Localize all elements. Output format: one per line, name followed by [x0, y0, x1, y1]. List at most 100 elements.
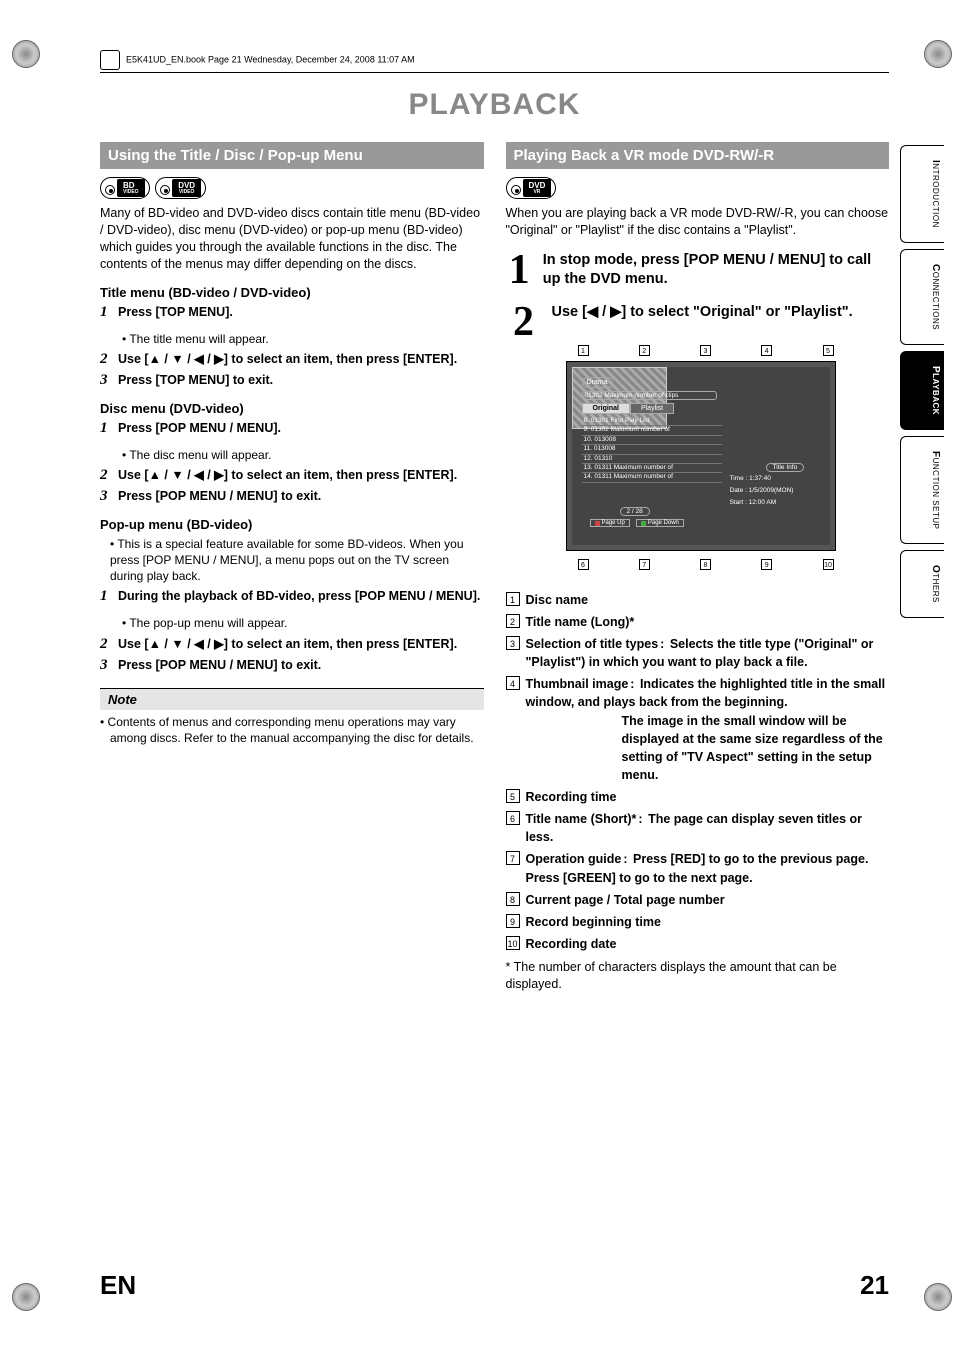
tv-list-item: 14. 01311 Maximum number of: [582, 473, 722, 482]
step-text: Press [TOP MENU].: [118, 304, 233, 321]
diagram-legend: 1 Disc name 2 Title name (Long)* 3 Selection …: [506, 591, 890, 953]
step-number: 2: [100, 467, 118, 484]
callout-5: 5: [823, 345, 834, 356]
tv-start: Start : 12:00 AM: [730, 499, 777, 506]
tv-list-item: 9. 01302 Maximum number of: [582, 426, 722, 435]
tv-list-item: 11. 013008: [582, 445, 722, 454]
tv-list-item: 12. 01310: [582, 455, 722, 464]
disc-type-badges: BDVIDEO DVDVIDEO: [100, 177, 484, 199]
tv-tabs: Original Playlist: [582, 403, 675, 415]
dvd-video-badge: DVDVIDEO: [155, 177, 206, 199]
step-text: During the playback of BD-video, press […: [118, 588, 480, 605]
note-title: Note: [100, 688, 484, 710]
step-bullet: The disc menu will appear.: [122, 447, 484, 463]
big-step-1: 1 In stop mode, press [POP MENU / MENU] …: [506, 249, 890, 291]
big-step-number: 2: [506, 301, 542, 343]
step-text: Press [POP MENU / MENU].: [118, 420, 281, 437]
page-footer: EN 21: [100, 1270, 889, 1301]
section-heading-right: Playing Back a VR mode DVD-RW/-R: [506, 142, 890, 169]
side-tab-function-setup: FUNCTION SETUP: [900, 436, 944, 544]
big-step-text: Use [◀ / ▶] to select "Original" or "Pla…: [552, 301, 853, 343]
step-number: 1: [100, 420, 118, 437]
legend-label: Recording date: [526, 937, 617, 951]
tv-title-info: Title Info: [766, 463, 805, 472]
legend-label: Disc name: [526, 593, 589, 607]
book-header-line: E5K41UD_EN.book Page 21 Wednesday, Decem…: [100, 50, 889, 73]
tv-page-up: Page Up: [590, 519, 630, 528]
legend-row: 5Recording time: [506, 788, 890, 806]
callout-1: 1: [578, 345, 589, 356]
legend-label: Operation guide: [526, 852, 622, 866]
legend-number: 9: [506, 914, 520, 928]
tv-date: Date : 1/5/2009(MON): [730, 487, 794, 494]
legend-number: 2: [506, 614, 520, 628]
tv-list-item: 13. 01311 Maximum number of: [582, 464, 722, 473]
subheading-disc-menu: Disc menu (DVD-video): [100, 401, 484, 416]
step-number: 3: [100, 657, 118, 674]
callout-8: 8: [700, 559, 711, 570]
bd-video-badge: BDVIDEO: [100, 177, 150, 199]
legend-number: 10: [506, 936, 520, 950]
callout-10: 10: [823, 559, 834, 570]
left-column: Using the Title / Disc / Pop-up Menu BDV…: [100, 142, 484, 993]
legend-row: 1 Disc name: [506, 591, 890, 609]
popup-intro-bullet: This is a special feature available for …: [110, 536, 484, 585]
tv-time: Time : 1:37:40: [730, 475, 771, 482]
dvd-vr-badge: DVDVR: [506, 177, 557, 199]
step-text: Press [POP MENU / MENU] to exit.: [118, 488, 321, 505]
registration-mark: [924, 1283, 952, 1311]
legend-number: 1: [506, 592, 520, 606]
big-step-number: 1: [506, 249, 533, 291]
legend-label: Title name (Long)*: [526, 615, 635, 629]
legend-number: 4: [506, 676, 520, 690]
legend-number: 7: [506, 851, 520, 865]
tv-page-buttons: Page Up Page Down: [590, 519, 684, 528]
tv-title-list: 8. 01301 First Play List 9. 01302 Maximu…: [582, 417, 722, 483]
tv-tab-original: Original: [582, 403, 630, 415]
subheading-title-menu: Title menu (BD-video / DVD-video): [100, 285, 484, 300]
step-number: 2: [100, 636, 118, 653]
side-tab-introduction: INTRODUCTION: [900, 145, 944, 243]
tv-tab-playlist: Playlist: [630, 403, 674, 415]
tv-list-item: 10. 013008: [582, 436, 722, 445]
legend-row: 3Selection of title types: Selects the t…: [506, 635, 890, 671]
tv-disc-name: Drama: [582, 377, 613, 389]
legend-label: Thumbnail image: [526, 677, 629, 691]
legend-row: 7Operation guide: Press [RED] to go to t…: [506, 850, 890, 886]
left-intro-paragraph: Many of BD-video and DVD-video discs con…: [100, 205, 484, 273]
disc-type-badges: DVDVR: [506, 177, 890, 199]
right-intro-paragraph: When you are playing back a VR mode DVD-…: [506, 205, 890, 239]
step-text: Use [▲ / ▼ / ◀ / ▶] to select an item, t…: [118, 351, 457, 368]
legend-number: 3: [506, 636, 520, 650]
step-text: Press [TOP MENU] to exit.: [118, 372, 273, 389]
registration-mark: [12, 40, 40, 68]
step-text: Use [▲ / ▼ / ◀ / ▶] to select an item, t…: [118, 636, 457, 653]
registration-mark: [924, 40, 952, 68]
legend-row: 8Current page / Total page number: [506, 891, 890, 909]
legend-label: Title name (Short)*: [526, 812, 637, 826]
legend-number: 6: [506, 811, 520, 825]
step-text: Use [▲ / ▼ / ◀ / ▶] to select an item, t…: [118, 467, 457, 484]
page-content: E5K41UD_EN.book Page 21 Wednesday, Decem…: [100, 50, 889, 1301]
callout-7: 7: [639, 559, 650, 570]
side-section-tabs: INTRODUCTIONCONNECTIONSPLAYBACKFUNCTION …: [900, 145, 944, 618]
legend-number: 5: [506, 789, 520, 803]
side-tab-connections: CONNECTIONS: [900, 249, 944, 345]
step-number: 3: [100, 488, 118, 505]
tv-page-down: Page Down: [636, 519, 684, 528]
right-column: Playing Back a VR mode DVD-RW/-R DVDVR W…: [506, 142, 890, 993]
step-number: 1: [100, 588, 118, 605]
big-step-2: 2 Use [◀ / ▶] to select "Original" or "P…: [506, 301, 890, 343]
footer-page-number: 21: [860, 1270, 889, 1301]
callout-6: 6: [578, 559, 589, 570]
legend-label: Record beginning time: [526, 915, 661, 929]
legend-number: 8: [506, 892, 520, 906]
big-step-text: In stop mode, press [POP MENU / MENU] to…: [543, 249, 889, 291]
side-tab-others: OTHERS: [900, 550, 944, 618]
legend-row: 10 Recording date: [506, 935, 890, 953]
page-title: PLAYBACK: [100, 88, 889, 122]
step-bullet: The pop-up menu will appear.: [122, 615, 484, 631]
callout-9: 9: [761, 559, 772, 570]
callout-2: 2: [639, 345, 650, 356]
legend-label: Selection of title types: [526, 637, 659, 651]
